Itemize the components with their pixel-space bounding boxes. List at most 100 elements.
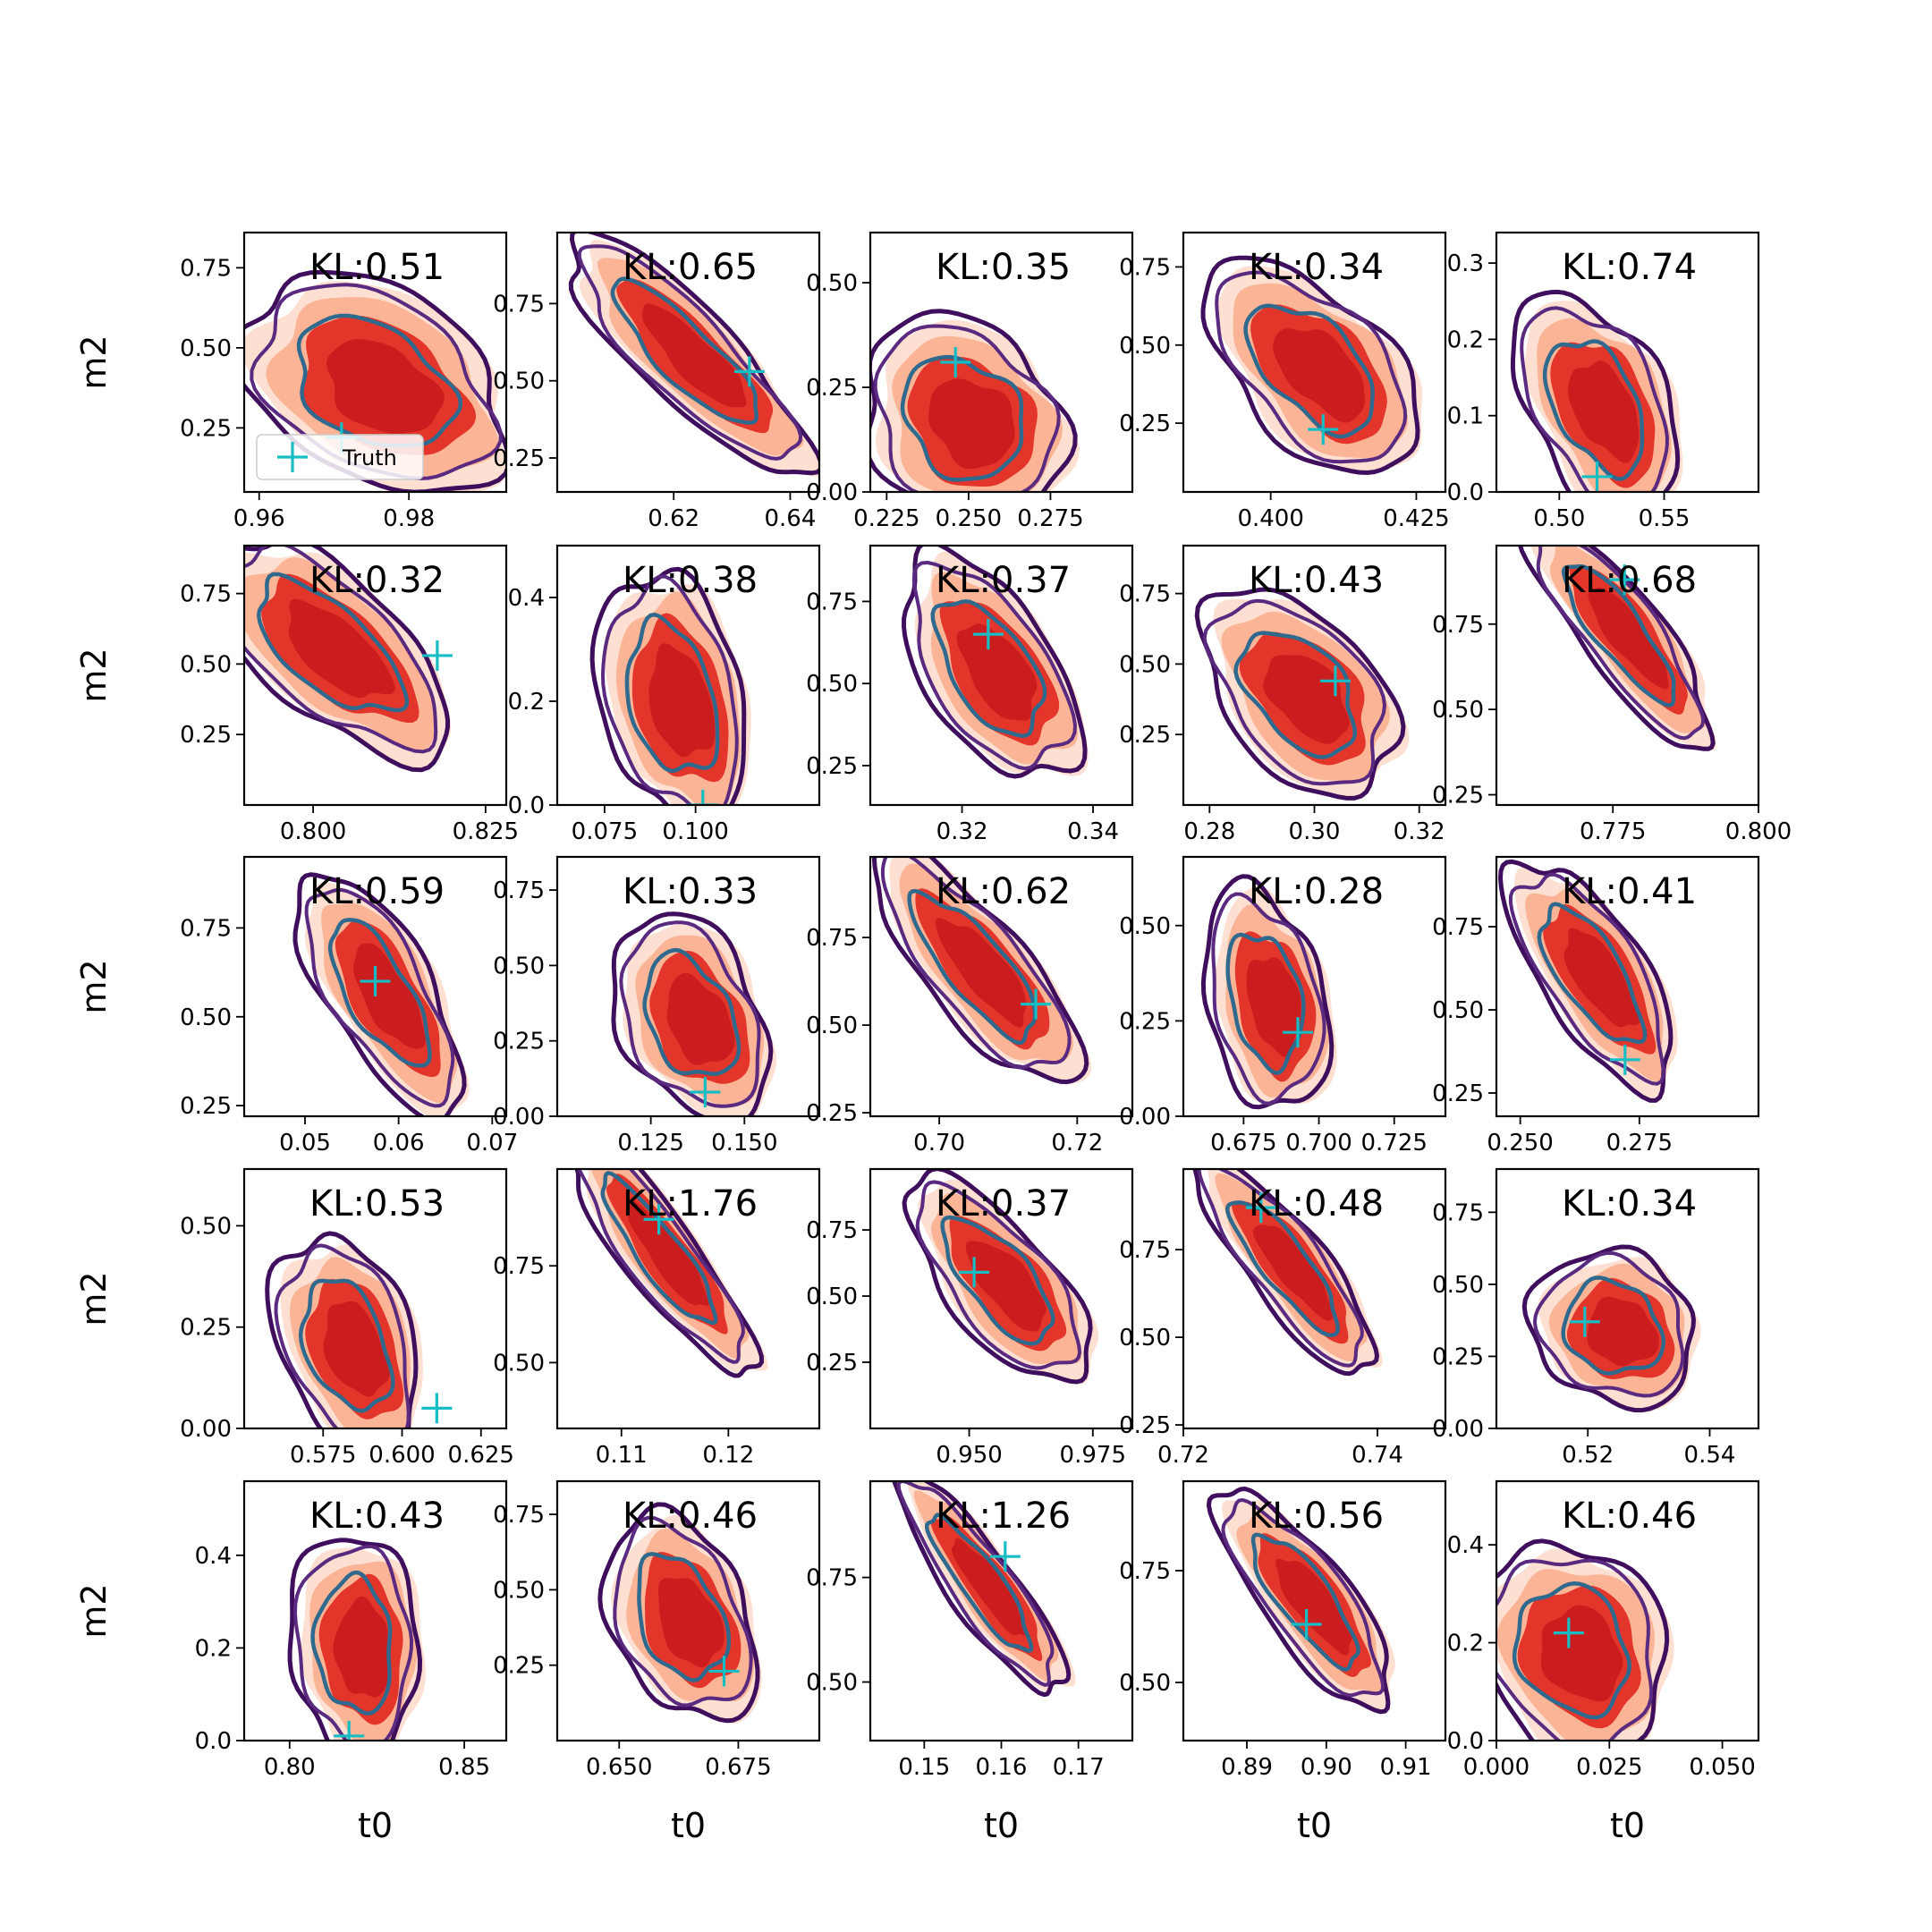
density-contours: [902, 1169, 1098, 1385]
y-tick-label: 0.75: [180, 581, 232, 608]
reference-contour-level-3: [310, 1570, 393, 1716]
axes-frame: [555, 1479, 821, 1742]
reference-contour-level-3: [637, 1552, 732, 1682]
reference-contour-level-2: [880, 857, 1072, 1070]
y-tick-label: 0.0: [1447, 479, 1484, 506]
y-axis-label: m2: [74, 959, 114, 1013]
y-tick-label: 0.2: [195, 1635, 232, 1662]
y-tick-label: 0.4: [508, 585, 545, 612]
x-tick-label: 0.075: [572, 818, 638, 845]
x-tick-label: 0.62: [648, 505, 699, 532]
reference-contour-level-3: [600, 1171, 718, 1326]
y-tick-label: 0.0: [1447, 1728, 1484, 1755]
y-tick-label: 0.50: [1432, 697, 1484, 724]
posterior-fill-level-4: [627, 1199, 709, 1306]
reference-contour-level-1: [265, 1231, 419, 1428]
y-tick-label: 0.25: [1432, 1080, 1484, 1107]
y-axis-label: m2: [74, 335, 114, 389]
x-tick-label: 0.32: [936, 818, 988, 845]
y-tick-label: 0.3: [1447, 250, 1484, 277]
axes-frame: [1182, 1167, 1447, 1430]
x-tick-label: 0.225: [853, 505, 919, 532]
axes-frame: [555, 231, 821, 494]
y-tick-label: 0.25: [1119, 722, 1171, 749]
density-contours: [589, 566, 751, 805]
x-tick-label: 0.275: [1606, 1130, 1673, 1157]
axes-frame: [1495, 1479, 1760, 1742]
reference-contour-level-2: [1520, 306, 1669, 492]
panel-2-3: 0.32 0.34 0.25 0.50 0.75 KL:0.37: [806, 544, 1134, 845]
reference-contour-level-2: [1221, 1498, 1385, 1698]
axes-frame: [1495, 544, 1760, 807]
axes-frame: [1495, 231, 1760, 494]
reference-contour-level-3: [1225, 932, 1306, 1075]
kl-divergence-label: KL:0.34: [1249, 247, 1384, 288]
x-tick-label: 0.125: [617, 1130, 683, 1157]
kl-divergence-label: KL:0.74: [1562, 247, 1697, 288]
posterior-fill-level-4: [1540, 1605, 1623, 1702]
y-tick-label: 0.25: [1432, 783, 1484, 809]
reference-contour-level-3: [1225, 1200, 1340, 1338]
posterior-fill-level-4: [1568, 360, 1640, 463]
truth-marker: [708, 1656, 740, 1687]
reference-contour-level-2: [577, 1169, 745, 1364]
posterior-fill-level-4: [642, 303, 747, 408]
reference-contour-level-2: [577, 244, 803, 461]
panel-5-5: 0.000 0.025 0.050 0.0 0.2 0.4 KL:0.46 t0: [1447, 1479, 1760, 1845]
y-tick-label: 0.75: [806, 589, 858, 615]
panel-4-3: 0.950 0.975 0.25 0.50 0.75 KL:0.37: [806, 1167, 1134, 1469]
reference-contour-level-2: [304, 888, 455, 1108]
density-contours: [287, 1538, 426, 1741]
y-tick-label: 0.75: [493, 877, 545, 904]
y-tick-label: 0.25: [1119, 411, 1171, 437]
y-tick-label: 0.50: [493, 953, 545, 979]
x-tick-label: 0.400: [1237, 505, 1303, 532]
kl-divergence-label: KL:0.46: [623, 1496, 758, 1537]
truth-marker: [1282, 1017, 1313, 1048]
density-contours: [1510, 289, 1683, 492]
density-contours: [1194, 587, 1410, 801]
reference-contour-level-3: [1561, 564, 1676, 708]
axes-frame: [555, 1167, 821, 1430]
y-tick-label: 0.50: [180, 651, 232, 678]
legend-box: [256, 434, 424, 480]
x-tick-label: 0.28: [1183, 818, 1235, 845]
truth-marker: [421, 1393, 453, 1424]
kl-divergence-label: KL:0.35: [936, 247, 1071, 288]
kl-divergence-label: KL:1.76: [623, 1183, 758, 1224]
axes-frame: [555, 544, 821, 807]
x-tick-label: 0.12: [702, 1442, 754, 1469]
posterior-fill-level-4: [288, 598, 395, 699]
y-tick-label: 0.75: [806, 1217, 858, 1244]
panel-2-4: 0.28 0.30 0.32 0.25 0.50 0.75 KL:0.43: [1119, 544, 1447, 845]
y-tick-label: 0.50: [1119, 1325, 1171, 1352]
reference-contour-level-2: [274, 1243, 411, 1428]
kl-divergence-label: KL:0.56: [1249, 1496, 1384, 1537]
y-tick-label: 0.75: [1432, 914, 1484, 941]
axes-frame: [869, 231, 1134, 494]
y-tick-label: 0.75: [493, 291, 545, 318]
x-tick-label: 0.800: [280, 818, 346, 845]
posterior-fill-level-4: [1263, 655, 1350, 744]
y-tick-label: 0.75: [1119, 581, 1171, 608]
truth-marker: [687, 790, 718, 805]
reference-contour-level-3: [900, 354, 1024, 482]
y-tick-label: 0.4: [195, 1543, 232, 1570]
y-tick-label: 0.75: [1119, 1558, 1171, 1585]
reference-contour-level-1: [1521, 1244, 1696, 1413]
panel-5-2: 0.650 0.675 0.25 0.50 0.75 KL:0.46 t0: [493, 1479, 821, 1845]
y-tick-label: 0.50: [1119, 333, 1171, 360]
truth-marker: [972, 619, 1004, 650]
x-tick-label: 0.825: [453, 818, 519, 845]
posterior-fill-level-4: [1588, 588, 1669, 690]
reference-contour-level-2: [1202, 598, 1386, 786]
density-contours: [1200, 874, 1337, 1110]
reference-contour-level-1: [597, 1502, 760, 1724]
y-tick-label: 0.25: [180, 1315, 232, 1342]
reference-contour-level-2: [619, 920, 761, 1108]
reference-contour-level-2: [1197, 1169, 1364, 1368]
x-tick-label: 0.600: [369, 1442, 435, 1469]
reference-contour-level-3: [907, 888, 1038, 1046]
reference-contour-level-3: [298, 1278, 395, 1413]
truth-marker: [1291, 1609, 1322, 1640]
